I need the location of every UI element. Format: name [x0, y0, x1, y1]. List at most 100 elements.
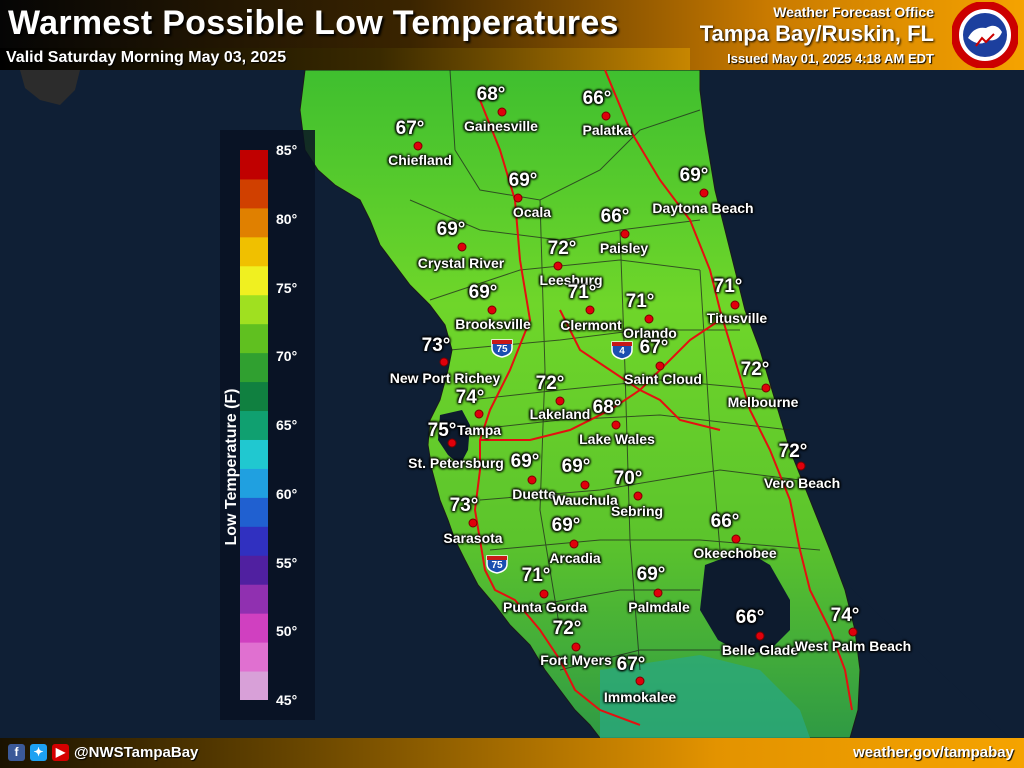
city-name-vero-beach: Vero Beach [763, 475, 841, 491]
legend-color-bar [240, 150, 268, 700]
legend-tick-label: 80° [276, 210, 298, 227]
city-dot-sarasota [468, 518, 478, 528]
city-temp-crystal-river: 69° [436, 219, 466, 240]
city-name-saint-cloud: Saint Cloud [624, 371, 702, 387]
city-dot-wauchula [580, 480, 590, 490]
city-dot-sebring [633, 491, 643, 501]
city-name-palatka: Palatka [582, 122, 632, 138]
legend-color-step [240, 150, 268, 180]
city-dot-lake-wales [611, 420, 621, 430]
city-temp-saint-cloud: 67° [639, 337, 669, 358]
city-temp-paisley: 66° [600, 206, 630, 227]
valid-time-text: Valid Saturday Morning May 03, 2025 [6, 49, 287, 66]
city-name-daytona-beach: Daytona Beach [652, 200, 754, 216]
city-temp-west-palm-beach: 74° [830, 605, 860, 626]
office-name: Tampa Bay/Ruskin, FL [699, 21, 934, 46]
city-temp-daytona-beach: 69° [679, 165, 709, 186]
city-temp-tampa: 74° [455, 387, 485, 408]
city-name-tampa: Tampa [456, 422, 502, 438]
city-temp-gainesville: 68° [476, 84, 506, 105]
legend-tick-label: 85° [276, 142, 298, 158]
city-dot-lakeland [555, 396, 565, 406]
city-dot-new-port-richey [439, 357, 449, 367]
city-name-melbourne: Melbourne [727, 394, 799, 410]
city-name-st-petersburg: St. Petersburg [408, 455, 504, 471]
interstate-75-shield-north: 75 [491, 338, 513, 358]
facebook-icon[interactable]: f [8, 744, 25, 761]
legend-color-step [240, 265, 268, 296]
city-name-paisley: Paisley [599, 240, 649, 256]
city-temp-sebring: 70° [613, 468, 643, 489]
city-temp-okeechobee: 66° [710, 511, 740, 532]
city-dot-gainesville [497, 107, 507, 117]
city-dot-leesburg [553, 261, 563, 271]
city-dot-crystal-river [457, 242, 467, 252]
legend-color-step [240, 642, 268, 672]
map-canvas [0, 69, 1024, 739]
city-temp-wauchula: 69° [561, 456, 591, 477]
city-temp-melbourne: 72° [740, 359, 770, 380]
city-dot-palmdale [653, 588, 663, 598]
city-name-ocala: Ocala [512, 204, 552, 220]
city-dot-melbourne [761, 383, 771, 393]
legend-color-step [240, 352, 268, 383]
city-temp-chiefland: 67° [395, 118, 425, 139]
city-temp-immokalee: 67° [616, 654, 646, 675]
legend-color-step [240, 526, 268, 556]
city-dot-titusville [730, 300, 740, 310]
footer-bar: f ✦ ▶ @NWSTampaBay weather.gov/tampabay [0, 738, 1024, 768]
forecast-map: 75 4 75 68° Gainesville 66° Palatka 67° Chief… [0, 69, 1024, 739]
city-temp-clermont: 71° [567, 282, 597, 303]
city-name-lake-wales: Lake Wales [579, 431, 655, 447]
city-name-leesburg: Leesburg [539, 272, 603, 288]
nws-logo [952, 2, 1018, 68]
city-dot-daytona-beach [699, 188, 709, 198]
city-name-belle-glade: Belle Glade [721, 642, 799, 658]
youtube-icon[interactable]: ▶ [52, 744, 69, 761]
legend-tick-label: 65° [276, 417, 298, 433]
city-temp-sarasota: 73° [449, 495, 479, 516]
page-title: Warmest Possible Low Temperatures [8, 4, 619, 42]
city-name-okeechobee: Okeechobee [693, 545, 777, 561]
city-dot-arcadia [569, 539, 579, 549]
legend-color-step [240, 584, 268, 614]
legend-color-step [240, 439, 268, 469]
city-name-chiefland: Chiefland [388, 152, 452, 168]
city-name-new-port-richey: New Port Richey [389, 370, 501, 386]
legend-axis-label: Low Temperature (F) [223, 388, 240, 546]
city-temp-brooksville: 69° [468, 282, 498, 303]
city-name-arcadia: Arcadia [549, 550, 601, 566]
city-name-wauchula: Wauchula [552, 492, 618, 508]
city-temp-palmdale: 69° [636, 564, 666, 585]
city-name-crystal-river: Crystal River [417, 255, 505, 271]
interstate-75-shield-south: 75 [486, 554, 508, 574]
legend-tick-label: 50° [276, 623, 298, 640]
city-name-gainesville: Gainesville [464, 118, 538, 134]
legend-color-step [240, 381, 268, 412]
city-temp-belle-glade: 66° [735, 607, 765, 628]
city-dot-st-petersburg [447, 438, 457, 448]
website-link[interactable]: weather.gov/tampabay [853, 744, 1014, 761]
city-temp-titusville: 71° [713, 276, 743, 297]
city-name-brooksville: Brooksville [455, 316, 531, 332]
city-name-lakeland: Lakeland [529, 406, 591, 422]
social-handle[interactable]: @NWSTampaBay [74, 744, 199, 761]
city-name-sarasota: Sarasota [443, 530, 503, 546]
twitter-icon[interactable]: ✦ [30, 744, 47, 761]
city-dot-punta-gorda [539, 589, 549, 599]
city-dot-west-palm-beach [848, 627, 858, 637]
city-temp-punta-gorda: 71° [521, 565, 551, 586]
temperature-legend: 85° 80° 75° 70° 65° 60° 55° 50° 45° Low Temperat… [220, 130, 315, 720]
office-label: Weather Forecast Office [773, 4, 934, 20]
city-dot-clermont [585, 305, 595, 315]
legend-color-step [240, 178, 268, 209]
city-temp-leesburg: 72° [547, 238, 577, 259]
legend-color-step [240, 671, 268, 700]
county-lines [409, 69, 821, 671]
legend-color-step [240, 497, 268, 527]
legend-color-step [240, 613, 268, 643]
city-temp-palatka: 66° [582, 88, 612, 109]
valid-time-bar: Valid Saturday Morning May 03, 2025 [0, 48, 690, 70]
legend-color-step [240, 294, 268, 325]
city-dot-fort-myers [571, 642, 581, 652]
